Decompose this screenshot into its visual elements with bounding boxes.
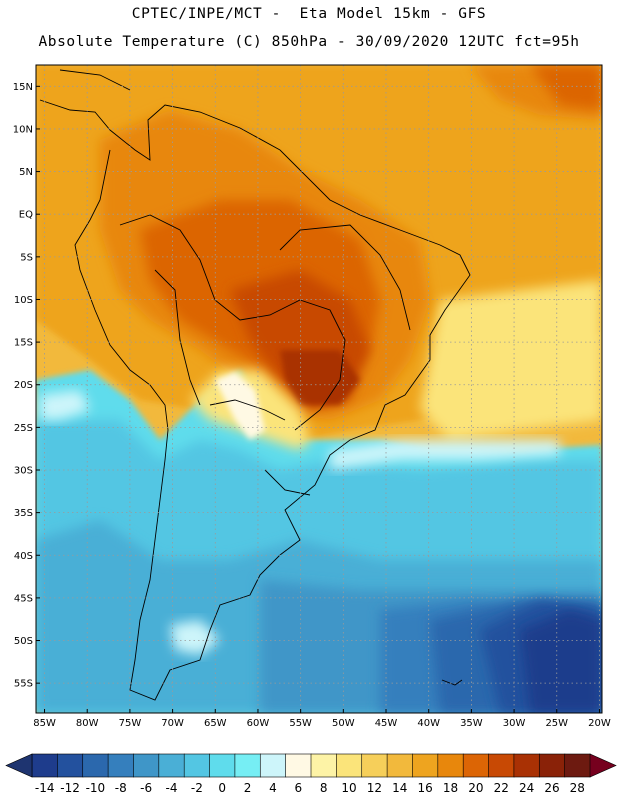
lon-tick-label: 85W xyxy=(33,718,56,729)
colorbar-swatch xyxy=(133,753,160,778)
lat-tick-label: 5S xyxy=(20,252,33,263)
lat-tick-label: 15N xyxy=(13,82,33,93)
colorbar-swatch xyxy=(209,753,236,778)
colorbar-label: 4 xyxy=(269,781,277,795)
lon-tick-label: 45W xyxy=(375,718,398,729)
colorbar-swatch xyxy=(564,753,591,778)
lon-tick-label: 75W xyxy=(119,718,142,729)
colorbar-label: 2 xyxy=(244,781,252,795)
lat-tick-label: 5N xyxy=(19,167,33,178)
colorbar-swatch xyxy=(285,753,312,778)
lat-tick-label: 50S xyxy=(14,636,33,647)
lat-tick-label: 10S xyxy=(14,295,33,306)
lat-tick-label: 40S xyxy=(14,551,33,562)
colorbar-label: -10 xyxy=(86,781,106,795)
colorbar-swatch xyxy=(310,753,337,778)
colorbar-swatch xyxy=(234,753,261,778)
lat-tick-label: EQ xyxy=(19,210,33,221)
colorbar-swatch xyxy=(158,753,185,778)
lat-tick-label: 15S xyxy=(14,338,33,349)
lon-tick-label: 70W xyxy=(161,718,184,729)
colorbar-label: 22 xyxy=(494,781,509,795)
colorbar-label: 10 xyxy=(341,781,356,795)
colorbar-swatch xyxy=(82,753,109,778)
colorbar-label: 14 xyxy=(392,781,407,795)
colorbar: -14 -12 -10 -8 -6 -4 -2 0 2 4 6 8 10 12 14 16 18 20 22 24 26… xyxy=(5,753,617,795)
colorbar-high-arrow xyxy=(589,753,617,778)
colorbar-label: 16 xyxy=(417,781,432,795)
colorbar-label: 26 xyxy=(544,781,559,795)
colorbar-label: 24 xyxy=(519,781,534,795)
lon-tick-label: 40W xyxy=(417,718,440,729)
colorbar-swatch xyxy=(462,753,490,778)
lat-tick-label: 30S xyxy=(14,466,33,477)
lat-tick-label: 25S xyxy=(14,423,33,434)
colorbar-label: -4 xyxy=(166,781,178,795)
colorbar-label: -2 xyxy=(191,781,203,795)
colorbar-label: 18 xyxy=(443,781,458,795)
lon-tick-label: 55W xyxy=(289,718,312,729)
lon-tick-label: 35W xyxy=(460,718,483,729)
lat-tick-label: 45S xyxy=(14,593,33,604)
colorbar-swatch xyxy=(183,753,211,778)
lon-tick-label: 65W xyxy=(204,718,227,729)
longitude-axis: 85W 80W 75W 70W 65W 60W 55W 50W 45W 40W 35W 30W 25W 2… xyxy=(33,709,611,729)
colorbar-swatch xyxy=(412,753,439,778)
colorbar-label: -14 xyxy=(35,781,55,795)
colorbar-label: -8 xyxy=(115,781,127,795)
lat-tick-label: 20S xyxy=(14,380,33,391)
colorbar-swatch xyxy=(361,753,388,778)
colorbar-swatch xyxy=(538,753,566,778)
lat-tick-label: 10N xyxy=(13,124,33,135)
colorbar-label: -12 xyxy=(60,781,80,795)
lon-tick-label: 80W xyxy=(76,718,99,729)
latitude-axis: 15N 10N 5N EQ 5S 10S 15S 20S 25S 30S 35S 40S 45S 50S 5… xyxy=(13,82,40,690)
colorbar-swatch xyxy=(259,753,287,778)
lat-tick-label: 55S xyxy=(14,679,33,690)
lon-tick-label: 30W xyxy=(503,718,526,729)
coastline xyxy=(39,69,471,701)
colorbar-label: 12 xyxy=(367,781,382,795)
map-frame xyxy=(35,64,603,714)
colorbar-swatch xyxy=(437,753,464,778)
lat-tick-label: 35S xyxy=(14,508,33,519)
colorbar-label: 20 xyxy=(468,781,483,795)
colorbar-label: 8 xyxy=(320,781,328,795)
colorbar-label: -6 xyxy=(140,781,152,795)
lon-tick-label: 50W xyxy=(332,718,355,729)
lat-lon-grid xyxy=(36,65,602,713)
lon-tick-label: 25W xyxy=(545,718,568,729)
lon-tick-label: 60W xyxy=(247,718,270,729)
colorbar-swatch xyxy=(336,753,363,778)
colorbar-low-arrow xyxy=(5,753,33,778)
colorbar-swatch xyxy=(386,753,414,778)
title-line-2: Absolute Temperature (C) 850hPa - 30/09/… xyxy=(38,34,580,50)
colorbar-swatch xyxy=(488,753,515,778)
colorbar-label: 6 xyxy=(294,781,302,795)
colorbar-label: 0 xyxy=(218,781,226,795)
colorbar-swatch xyxy=(57,753,84,778)
temperature-field xyxy=(36,65,602,713)
colorbar-swatch xyxy=(513,753,540,778)
colorbar-swatch xyxy=(107,753,135,778)
colorbar-label: 28 xyxy=(570,781,585,795)
lon-tick-label: 20W xyxy=(588,718,611,729)
title-line-1: CPTEC/INPE/MCT - Eta Model 15km - GFS xyxy=(131,6,487,22)
colorbar-swatch xyxy=(31,753,58,778)
